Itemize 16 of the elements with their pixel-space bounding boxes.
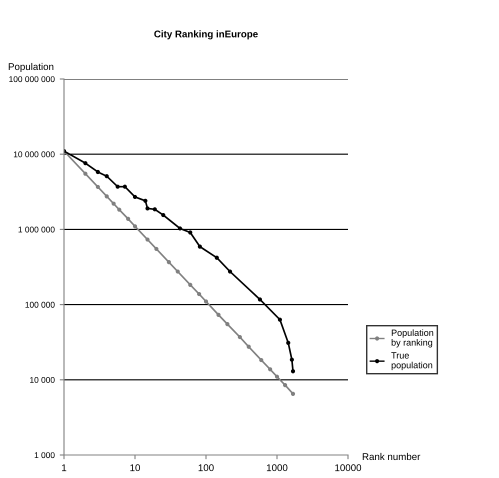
y-tick-label: 1 000 000: [18, 226, 55, 232]
legend-label: Population by ranking: [392, 329, 434, 348]
y-tick-label: 10 000 000: [14, 151, 55, 158]
x-tick-label: 100: [198, 464, 214, 472]
y-axis-title: Population: [8, 62, 54, 72]
y-tick-label: 100 000: [25, 302, 55, 308]
x-tick-label: 10: [130, 464, 140, 472]
y-tick-label: 10 000: [30, 377, 55, 383]
x-tick-label: 1: [62, 464, 66, 472]
x-tick-label: 1000: [266, 464, 288, 472]
legend-label: True population: [391, 352, 432, 370]
x-tick-label: 10000: [335, 464, 362, 472]
y-tick-label: 100 000 000: [9, 76, 55, 82]
chart-title: City Ranking inEurope: [154, 30, 258, 40]
x-axis-title: Rank number: [362, 452, 420, 460]
y-tick-label: 1 000: [34, 452, 55, 458]
